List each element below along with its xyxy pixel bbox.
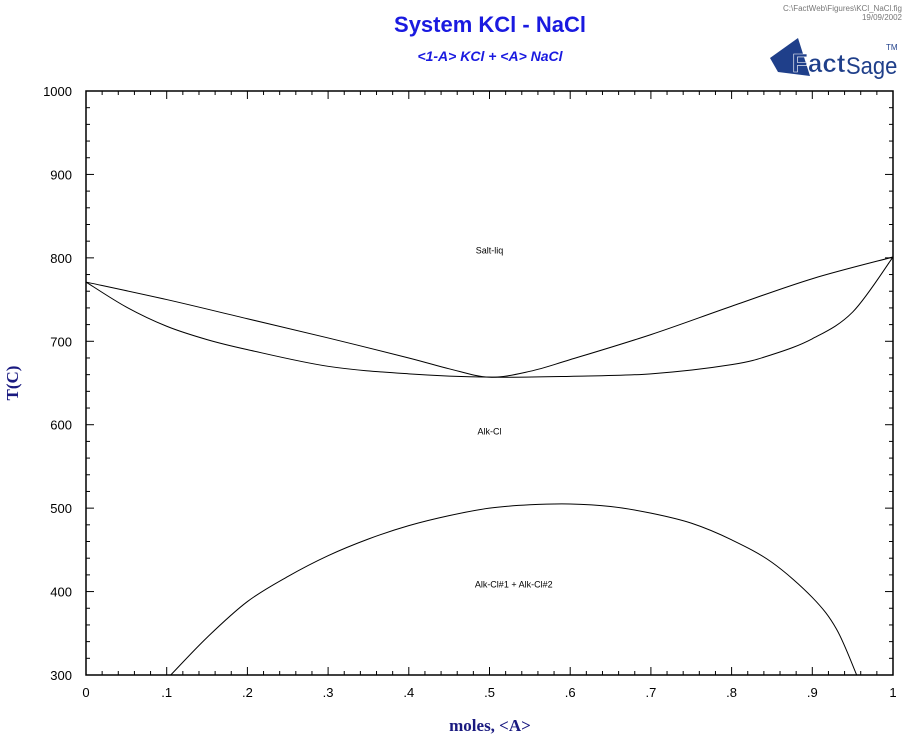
x-axis-label: moles, <A> <box>449 716 531 735</box>
x-tick-label: .9 <box>807 685 818 700</box>
x-tick-label: .4 <box>403 685 414 700</box>
curve-solidus <box>85 256 894 378</box>
file-path: C:\FactWeb\Figures\KCl_NaCl.fig <box>783 4 902 13</box>
x-tick-label: .2 <box>242 685 253 700</box>
svg-text:Sage: Sage <box>846 52 897 79</box>
phase-label: Alk-Cl <box>478 427 502 437</box>
y-tick-label: 900 <box>50 167 72 182</box>
y-tick-label: 300 <box>50 668 72 683</box>
y-tick-label: 700 <box>50 334 72 349</box>
x-tick-label: .6 <box>565 685 576 700</box>
y-tick-label: 1000 <box>43 84 72 99</box>
y-tick-label: 400 <box>50 585 72 600</box>
phase-label: Alk-Cl#1 + Alk-Cl#2 <box>475 579 553 589</box>
y-tick-label: 600 <box>50 418 72 433</box>
file-date: 19/09/2002 <box>861 13 902 22</box>
x-tick-label: .3 <box>323 685 334 700</box>
factsage-logo: Fact Sage TM <box>770 38 898 79</box>
y-tick-label: 500 <box>50 501 72 516</box>
x-tick-label: .1 <box>161 685 172 700</box>
x-tick-label: .8 <box>726 685 737 700</box>
x-tick-label: .5 <box>484 685 495 700</box>
svg-text:Fact: Fact <box>792 48 846 78</box>
x-tick-label: .7 <box>645 685 656 700</box>
chart-title: System KCl - NaCl <box>394 12 586 37</box>
x-tick-label: 1 <box>889 685 896 700</box>
phase-label: Salt-liq <box>476 246 504 256</box>
chart-subtitle: <1-A> KCl + <A> NaCl <box>417 48 563 64</box>
curve-miscibility-gap <box>170 503 858 676</box>
curve-liquidus <box>85 256 894 378</box>
y-axis-label: T(C) <box>3 366 22 401</box>
file-info: C:\FactWeb\Figures\KCl_NaCl.fig 19/09/200… <box>783 4 902 22</box>
x-tick-label: 0 <box>82 685 89 700</box>
y-tick-label: 800 <box>50 251 72 266</box>
svg-text:TM: TM <box>886 43 898 52</box>
